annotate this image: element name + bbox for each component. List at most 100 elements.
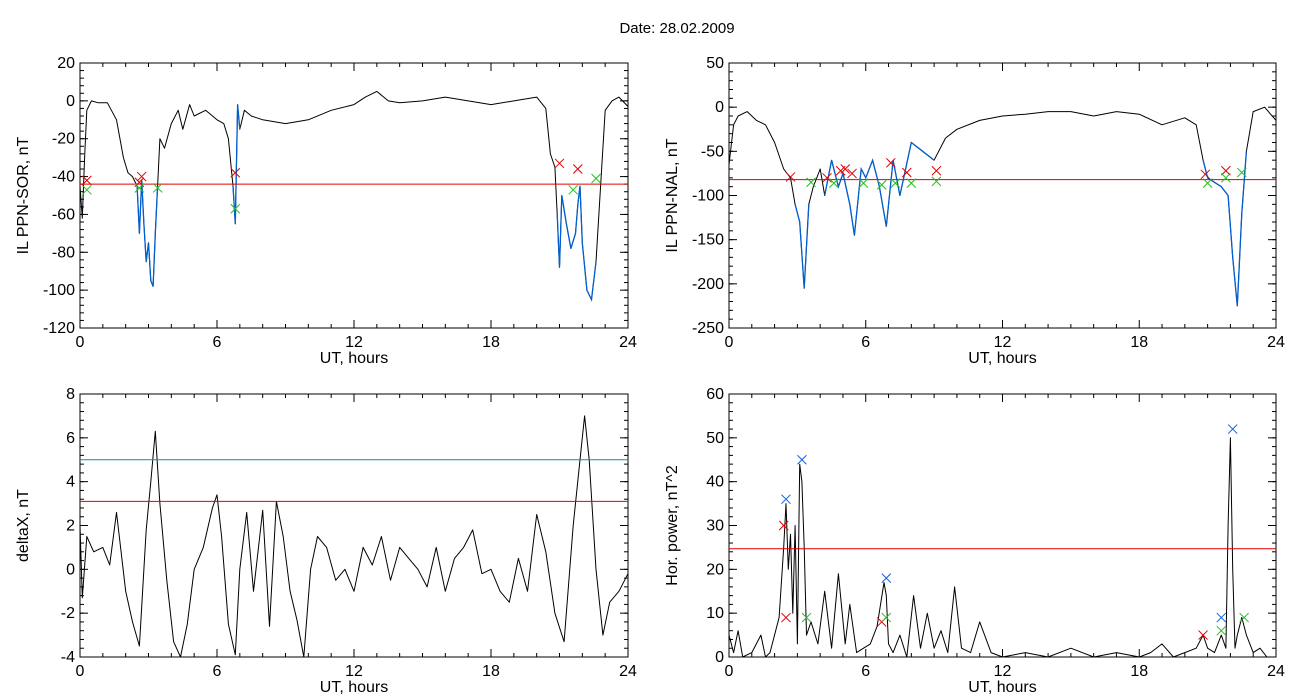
- marker-stroke: [136, 171, 147, 182]
- marker-stroke: [230, 167, 241, 178]
- plot-area: [729, 424, 1276, 657]
- y-axis-label: IL PPN-SOR, nT: [15, 136, 32, 254]
- marker-green: [876, 180, 887, 190]
- marker-stroke: [1200, 169, 1211, 180]
- marker-stroke: [858, 178, 869, 188]
- marker-stroke: [1216, 625, 1227, 636]
- plot-area: [80, 90, 628, 302]
- x-tick-label: 0: [76, 334, 85, 351]
- marker-stroke: [885, 157, 896, 168]
- series-line: [729, 106, 1276, 307]
- y-tick-label: -40: [52, 169, 75, 186]
- marker-green: [890, 178, 901, 188]
- marker-stroke: [931, 165, 942, 176]
- x-axis-label: UT, hours: [968, 679, 1036, 696]
- marker-red: [885, 157, 896, 168]
- y-tick-label: 0: [66, 561, 75, 578]
- marker-stroke: [876, 180, 887, 190]
- marker-green: [801, 612, 812, 623]
- marker-stroke: [230, 203, 241, 214]
- marker-stroke: [1202, 178, 1213, 188]
- chart-sor: 0 6 12 18 24 -120 -100 -80 -60 -40 -20 0 20 UT, hours…: [15, 55, 637, 367]
- marker-stroke: [1239, 612, 1249, 623]
- marker-green: [1216, 625, 1227, 636]
- y-tick-label: 10: [706, 605, 724, 622]
- marker-green: [828, 178, 839, 188]
- marker-red: [781, 612, 791, 623]
- marker-blue: [797, 454, 807, 465]
- y-axis-label: deltaX, nT: [15, 489, 32, 562]
- marker-green: [906, 178, 917, 188]
- y-tick-label: -100: [43, 282, 75, 299]
- y-tick-label: 0: [715, 649, 724, 666]
- series-highlight: [794, 204, 810, 289]
- y-tick-label: -4: [61, 649, 75, 666]
- marker-red: [1200, 169, 1211, 180]
- y-tick-label: 30: [706, 518, 724, 535]
- marker-green: [1239, 612, 1249, 623]
- date-title: Date: 28.02.2009: [619, 20, 734, 37]
- marker-stroke: [781, 494, 791, 505]
- x-tick-label: 12: [994, 663, 1012, 680]
- marker-green: [806, 177, 816, 188]
- marker-red: [785, 172, 796, 182]
- x-tick-label: 18: [482, 334, 500, 351]
- x-tick-label: 18: [1130, 334, 1148, 351]
- x-axis-label: UT, hours: [320, 350, 388, 367]
- x-tick-label: 18: [482, 663, 500, 680]
- marker-blue: [781, 494, 791, 505]
- marker-stroke: [81, 184, 92, 195]
- marker-stroke: [1221, 172, 1231, 183]
- series-line: [80, 90, 628, 301]
- marker-red: [901, 167, 912, 178]
- marker-stroke: [81, 175, 92, 186]
- y-tick-label: 2: [66, 518, 75, 535]
- marker-red: [81, 175, 92, 186]
- x-tick-label: 0: [725, 663, 734, 680]
- x-tick-label: 24: [619, 663, 637, 680]
- chart-power: 0 6 12 18 24 0 10 20 30 40 50 60 UT, hours Hor. power…: [664, 386, 1285, 696]
- x-tick-label: 12: [994, 334, 1012, 351]
- marker-red: [136, 171, 147, 182]
- plot-frame: [728, 393, 1277, 658]
- y-axis-label: IL PPN-NAL, nT: [664, 138, 681, 252]
- marker-stroke: [847, 168, 857, 179]
- marker-green: [152, 183, 163, 193]
- x-tick-label: 6: [861, 334, 870, 351]
- marker-red: [822, 172, 832, 183]
- y-tick-label: -250: [692, 320, 724, 337]
- x-tick-label: 24: [1267, 334, 1285, 351]
- x-tick-label: 24: [619, 334, 637, 351]
- marker-green: [230, 203, 241, 214]
- marker-stroke: [881, 573, 892, 583]
- y-tick-label: 6: [66, 430, 75, 447]
- marker-stroke: [806, 177, 816, 188]
- marker-green: [881, 612, 892, 623]
- marker-green: [1221, 172, 1231, 183]
- marker-stroke: [1198, 630, 1208, 640]
- chart-nal: 0 6 12 18 24 -250 -200 -150 -100 -50 0 50 UT, hours I…: [664, 55, 1285, 367]
- marker-green: [931, 176, 942, 187]
- x-axis-label: UT, hours: [320, 679, 388, 696]
- marker-red: [1198, 630, 1208, 640]
- y-tick-label: 8: [66, 386, 75, 403]
- y-tick-label: 20: [706, 561, 724, 578]
- y-tick-label: -200: [692, 276, 724, 293]
- marker-red: [554, 158, 565, 169]
- y-tick-label: 50: [706, 430, 724, 447]
- marker-stroke: [890, 178, 901, 188]
- y-tick-label: -80: [52, 244, 75, 261]
- series-highlight: [136, 180, 159, 287]
- marker-stroke: [568, 184, 579, 195]
- marker-green: [591, 173, 601, 184]
- marker-green: [568, 184, 579, 195]
- marker-stroke: [797, 454, 807, 465]
- x-tick-label: 0: [76, 663, 85, 680]
- marker-stroke: [134, 183, 145, 193]
- marker-stroke: [828, 178, 839, 188]
- y-tick-label: -50: [701, 143, 724, 160]
- marker-stroke: [591, 173, 601, 184]
- y-tick-label: 60: [706, 386, 724, 403]
- series-highlight: [232, 104, 241, 224]
